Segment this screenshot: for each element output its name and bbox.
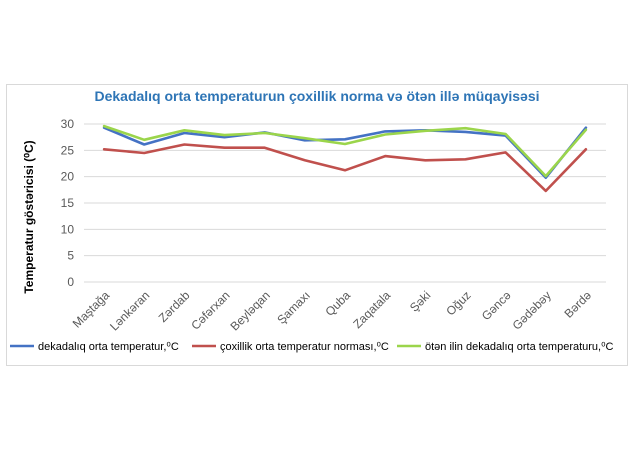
x-tick-label: Maştağa (70, 288, 113, 331)
y-tick-label: 5 (67, 249, 74, 263)
x-tick-label: Şamaxı (274, 288, 313, 327)
y-tick-label: 10 (61, 222, 75, 236)
x-tick-label: Cəfərxan (188, 288, 232, 332)
y-tick-label: 25 (61, 143, 75, 157)
y-tick-label: 0 (67, 275, 74, 289)
x-tick-label: Zərdab (156, 288, 193, 325)
chart-title: Dekadalıq orta temperaturun çoxillik nor… (94, 88, 540, 104)
x-tick-label: Gəncə (479, 288, 514, 323)
y-tick-label: 30 (61, 117, 75, 131)
gridlines (84, 123, 606, 283)
x-tick-label: Quba (322, 288, 353, 319)
legend-label: dekadalıq orta temperatur,⁰C (38, 341, 179, 353)
x-tick-label: Lənkəran (107, 288, 152, 333)
x-tick-label: Oğuz (443, 288, 473, 318)
x-tick-label: Gədəbəy (510, 288, 554, 332)
series-lines (102, 124, 588, 193)
legend-label: ötən ilin dekadalıq orta temperaturu,⁰C (425, 341, 614, 353)
x-tick-label: Şəki (407, 288, 433, 314)
x-tick-label: Bərdə (561, 288, 594, 321)
y-axis-label: Temperatur göstəricisi (⁰C) (22, 140, 36, 293)
y-tick-label: 15 (61, 196, 75, 210)
series-line-2 (102, 143, 588, 193)
legend: dekadalıq orta temperatur,⁰C çoxillik ort… (10, 341, 614, 353)
x-tick-label: Zaqatala (350, 288, 393, 331)
y-tick-labels: 0 5 10 15 20 25 30 (61, 117, 75, 289)
x-tick-label: Beyləqan (228, 288, 273, 333)
series-line-3 (102, 124, 588, 178)
legend-label: çoxillik orta temperatur norması,⁰C (220, 341, 389, 353)
y-tick-label: 20 (61, 170, 75, 184)
